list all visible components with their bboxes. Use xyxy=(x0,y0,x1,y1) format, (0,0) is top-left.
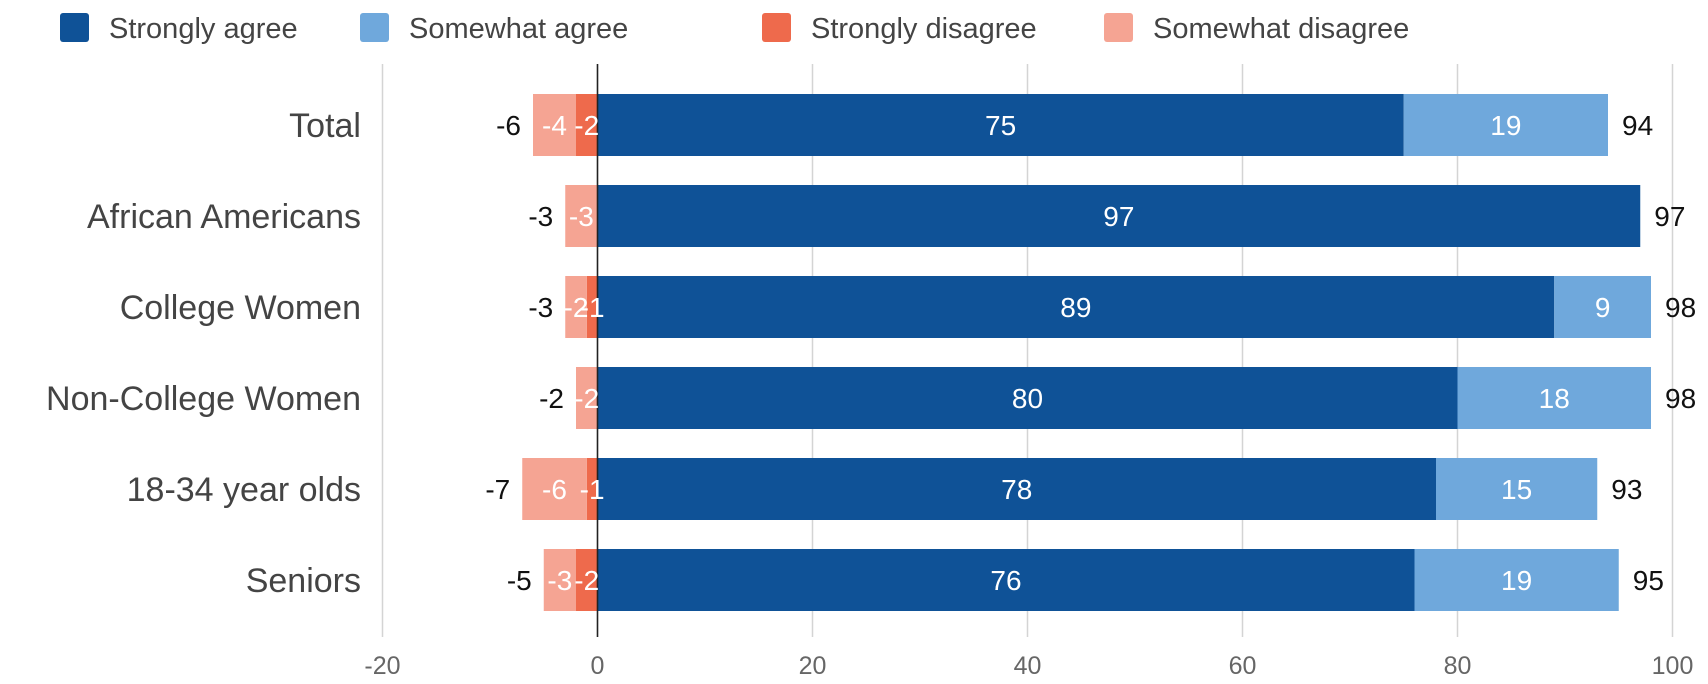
bar-somewhat-agree-seniors xyxy=(1414,549,1619,611)
legend-label-somewhat-disagree: Somewhat disagree xyxy=(1153,13,1409,45)
bars xyxy=(522,94,1651,611)
bar-strongly-agree-18-34-year-olds xyxy=(597,458,1436,520)
bar-somewhat-disagree-seniors xyxy=(543,549,576,611)
data-label-strongly-agree-18-34-year-olds: 78 xyxy=(1001,474,1032,505)
legend-swatch-somewhat-disagree xyxy=(1104,13,1133,42)
data-label-somewhat-disagree-african-americans: -3 xyxy=(569,201,594,232)
x-tick-label-40: 40 xyxy=(1014,652,1042,680)
data-label-strongly-agree-non-college-women: 80 xyxy=(1012,383,1043,414)
bar-strongly-agree-african-americans xyxy=(597,185,1641,247)
category-label-seniors: Seniors xyxy=(246,562,361,600)
disagree-total-label-total: -6 xyxy=(496,110,521,141)
x-tick-label-20: -20 xyxy=(364,652,400,680)
bar-strongly-disagree-seniors xyxy=(576,549,598,611)
x-tick-label-60: 60 xyxy=(1229,652,1257,680)
gridlines xyxy=(381,64,1674,637)
bar-strongly-agree-total xyxy=(597,94,1404,156)
data-label-strongly-disagree-total: -2 xyxy=(574,110,599,141)
legend-label-somewhat-agree: Somewhat agree xyxy=(409,13,628,45)
data-label-strongly-agree-seniors: 76 xyxy=(990,565,1021,596)
bar-somewhat-disagree-african-americans xyxy=(565,185,598,247)
agree-total-label-african-americans: 97 xyxy=(1654,201,1685,232)
legend: Strongly agree Somewhat agree Strongly dis… xyxy=(60,13,1409,45)
data-label-strongly-disagree-18-34-year-olds: -1 xyxy=(580,474,605,505)
bar-somewhat-disagree-non-college-women xyxy=(576,367,598,429)
x-tick-label-0: 0 xyxy=(591,652,605,680)
legend-label-strongly-agree: Strongly agree xyxy=(109,13,298,45)
category-label-african-americans: African Americans xyxy=(87,198,361,236)
bar-strongly-agree-seniors xyxy=(597,549,1415,611)
category-label-non-college-women: Non-College Women xyxy=(46,380,361,418)
bar-somewhat-agree-total xyxy=(1403,94,1608,156)
legend-swatch-strongly-disagree xyxy=(762,13,791,42)
disagree-total-label-college-women: -3 xyxy=(528,292,553,323)
bar-strongly-disagree-18-34-year-olds xyxy=(586,458,598,520)
disagree-total-label-seniors: -5 xyxy=(507,565,532,596)
disagree-total-label-18-34-year-olds: -7 xyxy=(485,474,510,505)
bar-somewhat-agree-18-34-year-olds xyxy=(1436,458,1598,520)
legend-label-strongly-disagree: Strongly disagree xyxy=(811,13,1037,45)
bar-somewhat-disagree-college-women xyxy=(565,276,587,338)
category-labels: Total African Americans College Women Non-C… xyxy=(46,107,361,600)
data-label-somewhat-disagree-seniors: -3 xyxy=(547,565,572,596)
data-label-somewhat-agree-college-women: 9 xyxy=(1595,292,1611,323)
x-tick-labels: -20 0 20 40 60 80 100 xyxy=(364,652,1693,680)
bar-strongly-disagree-college-women xyxy=(586,276,598,338)
data-label-strongly-agree-african-americans: 97 xyxy=(1103,201,1134,232)
x-tick-label-100: 100 xyxy=(1652,652,1694,680)
category-label-18-34-year-olds: 18-34 year olds xyxy=(127,471,361,509)
bar-strongly-agree-college-women xyxy=(597,276,1555,338)
bar-labels: 75 19-2-4 94-697-3 97-389 9-1-2 98-380 18-2 98-… xyxy=(485,110,1696,596)
x-tick-label-20: 20 xyxy=(799,652,827,680)
data-label-somewhat-agree-total: 19 xyxy=(1490,110,1521,141)
bar-strongly-disagree-total xyxy=(576,94,598,156)
data-label-strongly-agree-college-women: 89 xyxy=(1060,292,1091,323)
bar-strongly-agree-non-college-women xyxy=(597,367,1458,429)
data-label-somewhat-disagree-non-college-women: -2 xyxy=(574,383,599,414)
category-label-college-women: College Women xyxy=(120,289,361,327)
data-label-somewhat-agree-seniors: 19 xyxy=(1501,565,1532,596)
data-label-somewhat-disagree-total: -4 xyxy=(542,110,567,141)
disagree-total-label-non-college-women: -2 xyxy=(539,383,564,414)
bar-somewhat-disagree-18-34-year-olds xyxy=(522,458,587,520)
legend-swatch-strongly-agree xyxy=(60,13,89,42)
agree-total-label-college-women: 98 xyxy=(1665,292,1696,323)
data-label-somewhat-disagree-college-women: -2 xyxy=(564,292,589,323)
disagree-total-label-african-americans: -3 xyxy=(528,201,553,232)
agree-total-label-18-34-year-olds: 93 xyxy=(1611,474,1642,505)
agree-total-label-non-college-women: 98 xyxy=(1665,383,1696,414)
data-label-strongly-disagree-college-women: -1 xyxy=(580,292,605,323)
data-label-somewhat-disagree-18-34-year-olds: -6 xyxy=(542,474,567,505)
bar-somewhat-disagree-total xyxy=(533,94,576,156)
x-tick-label-80: 80 xyxy=(1444,652,1472,680)
data-label-somewhat-agree-non-college-women: 18 xyxy=(1539,383,1570,414)
category-label-total: Total xyxy=(289,107,361,145)
bar-somewhat-agree-non-college-women xyxy=(1457,367,1651,429)
data-label-strongly-agree-total: 75 xyxy=(985,110,1016,141)
agree-total-label-seniors: 95 xyxy=(1633,565,1664,596)
data-label-strongly-disagree-seniors: -2 xyxy=(574,565,599,596)
agree-total-label-total: 94 xyxy=(1622,110,1653,141)
data-label-somewhat-agree-18-34-year-olds: 15 xyxy=(1501,474,1532,505)
bar-somewhat-agree-college-women xyxy=(1554,276,1651,338)
legend-swatch-somewhat-agree xyxy=(360,13,389,42)
